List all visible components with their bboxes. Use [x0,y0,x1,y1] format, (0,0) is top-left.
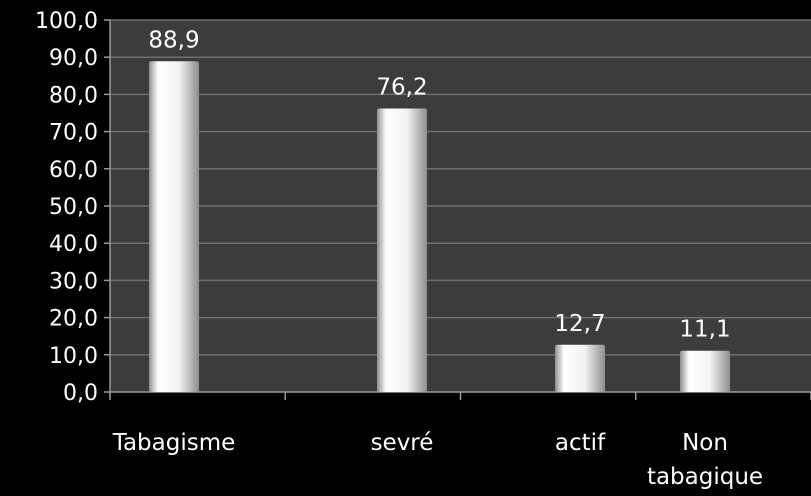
data-label: 76,2 [376,75,427,101]
gridlines [110,19,811,356]
value-labels: 88,9 76,2 12,7 11,1 [148,27,730,342]
x-tick-label: actif [555,430,606,456]
y-tick-label: 30,0 [49,269,98,294]
y-tick-label: 10,0 [49,344,98,369]
data-label: 11,1 [679,317,730,343]
y-tick-label: 40,0 [49,232,98,257]
category-labels: Tabagisme sevré actif Non tabagique [112,430,763,490]
y-tick-label: 50,0 [49,195,98,220]
data-label: 12,7 [554,311,605,337]
y-tick-label: 60,0 [49,158,98,183]
y-axis: 0,0 10,0 20,0 30,0 40,0 50,0 60,0 70,0 80,0 90,0 1… [35,9,111,406]
x-tick-label: Tabagisme [112,430,236,456]
y-tick-label: 90,0 [49,46,98,71]
y-tick-label: 100,0 [35,9,98,34]
x-tick-label: sevré [371,430,434,456]
data-label: 88,9 [148,27,199,53]
bars [149,61,730,393]
y-tick-label: 80,0 [49,83,98,108]
y-tick-label: 20,0 [49,307,98,332]
bar [555,344,605,392]
x-tick-label: Non tabagique [647,430,763,490]
bar [377,108,427,392]
bar [680,350,730,392]
y-tick-label: 0,0 [63,381,98,406]
bar [149,61,199,393]
y-tick-label: 70,0 [49,121,98,146]
